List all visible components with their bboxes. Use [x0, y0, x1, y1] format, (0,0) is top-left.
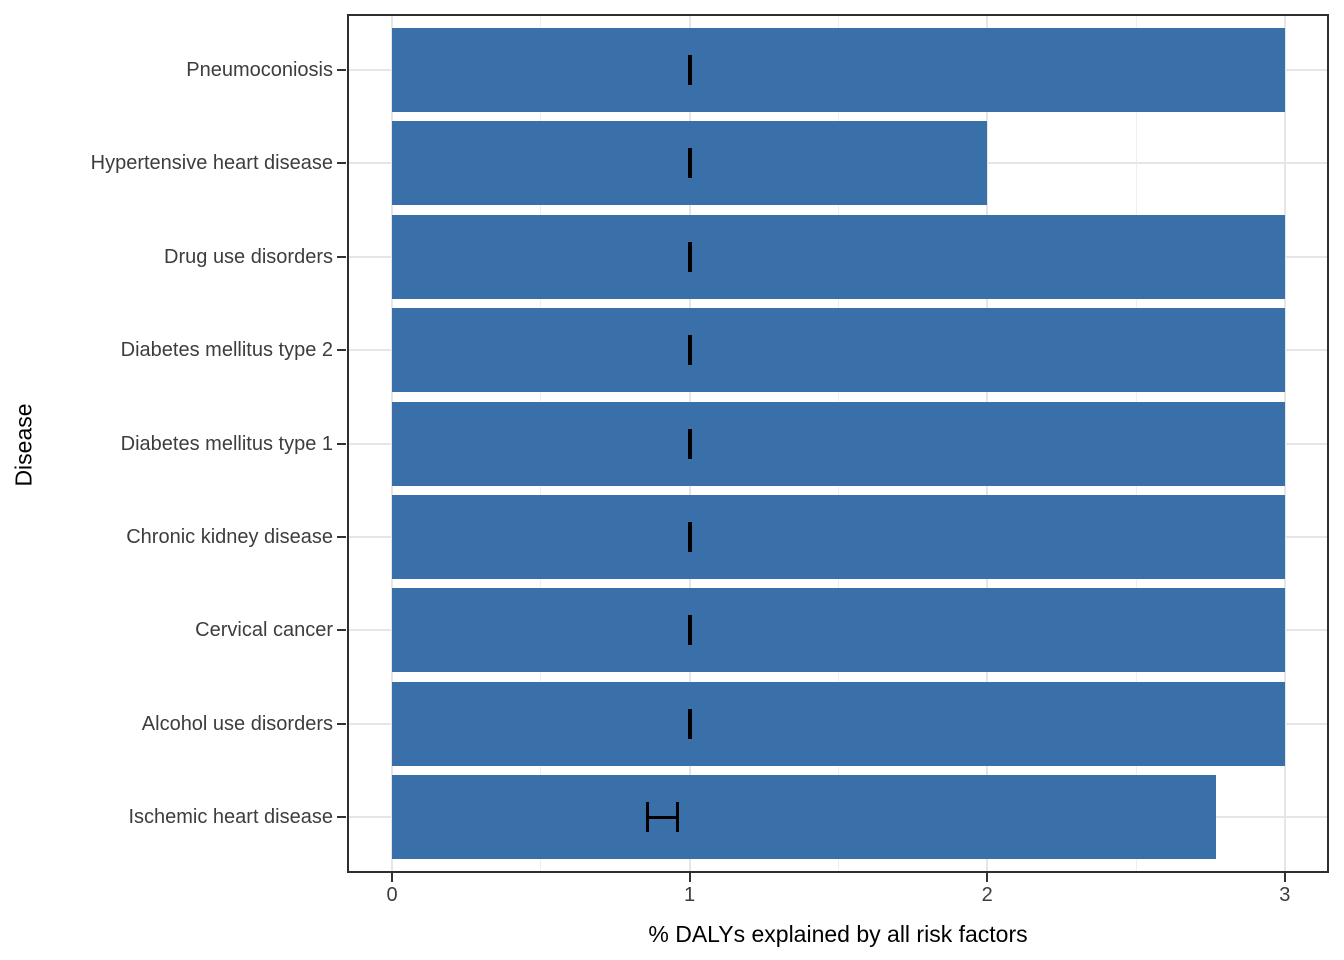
- bar-pneumoconiosis: [392, 28, 1285, 112]
- errorbar-chronic-kidney-disease: [687, 522, 692, 552]
- bar-cervical-cancer: [392, 588, 1285, 673]
- y-axis-tick: [337, 536, 346, 538]
- errorbar-hypertensive-heart-disease: [687, 148, 692, 179]
- y-axis-label-diabetes-mellitus-type-1: Diabetes mellitus type 1: [120, 432, 333, 455]
- errorbar-drug-use-disorders: [687, 241, 692, 272]
- y-axis-tick: [337, 255, 346, 258]
- bar-chronic-kidney-disease: [392, 495, 1285, 579]
- y-axis-label-diabetes-mellitus-type-2: Diabetes mellitus type 2: [120, 339, 333, 362]
- y-axis-label-hypertensive-heart-disease: Hypertensive heart disease: [90, 152, 333, 175]
- bar-ischemic-heart-disease: [392, 775, 1217, 860]
- y-axis-label-cervical-cancer: Cervical cancer: [195, 619, 333, 642]
- bar-diabetes-mellitus-type-2: [392, 308, 1285, 393]
- errorbar-ischemic-heart-disease-cap-right: [676, 802, 680, 833]
- errorbar-pneumoconiosis: [687, 55, 692, 85]
- y-axis-tick: [337, 629, 346, 632]
- y-axis-tick: [337, 69, 346, 71]
- y-axis-tick: [337, 442, 346, 445]
- errorbar-cervical-cancer: [687, 615, 692, 646]
- y-axis-label-ischemic-heart-disease: Ischemic heart disease: [128, 806, 333, 829]
- bar-drug-use-disorders: [392, 214, 1285, 299]
- y-axis-label-pneumoconiosis: Pneumoconiosis: [186, 59, 333, 81]
- x-axis-tick-label: 0: [386, 884, 398, 906]
- errorbar-diabetes-mellitus-type-2: [687, 335, 692, 366]
- bar-alcohol-use-disorders: [392, 681, 1285, 766]
- y-axis-label-chronic-kidney-disease: Chronic kidney disease: [126, 526, 333, 548]
- x-axis-tick-label: 3: [1279, 884, 1291, 906]
- plot-panel: [347, 14, 1329, 873]
- x-axis-tick: [1283, 873, 1286, 882]
- x-axis-title: % DALYs explained by all risk factors: [648, 921, 1028, 947]
- y-axis-label-drug-use-disorders: Drug use disorders: [164, 245, 333, 268]
- y-axis-tick: [337, 722, 346, 725]
- errorbar-alcohol-use-disorders: [687, 708, 692, 739]
- errorbar-diabetes-mellitus-type-1: [687, 428, 692, 459]
- x-axis-tick: [391, 873, 393, 882]
- errorbar-ischemic-heart-disease-line: [647, 815, 678, 819]
- x-axis-tick: [688, 873, 691, 882]
- y-axis-tick: [337, 816, 346, 819]
- bar-diabetes-mellitus-type-1: [392, 401, 1285, 486]
- x-axis-tick-label: 1: [684, 884, 696, 906]
- x-axis-tick-label: 2: [981, 884, 993, 906]
- y-axis-label-alcohol-use-disorders: Alcohol use disorders: [141, 712, 333, 735]
- y-axis-tick: [337, 349, 346, 352]
- y-axis-tick: [337, 162, 346, 165]
- x-axis-tick: [986, 873, 989, 882]
